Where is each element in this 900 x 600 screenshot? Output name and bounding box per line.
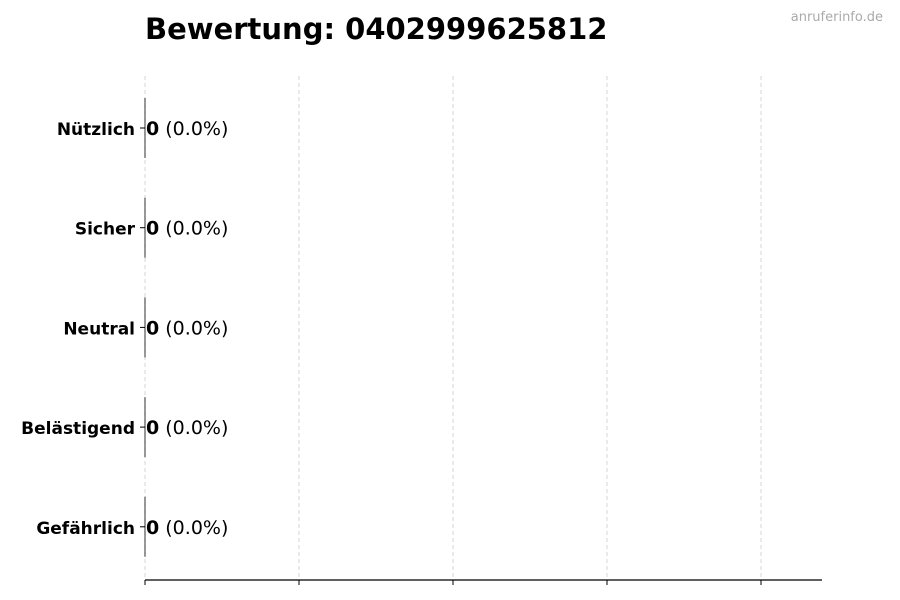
data-value: 0 [146, 218, 159, 240]
watermark: anruferinfo.de [790, 10, 883, 25]
data-label: 0 (0.0%) [146, 517, 228, 539]
data-label: 0 (0.0%) [146, 317, 228, 339]
data-value: 0 [146, 317, 159, 339]
data-percent: (0.0%) [159, 317, 228, 339]
data-value: 0 [146, 118, 159, 140]
y-tick-label: Gefährlich [36, 519, 135, 539]
y-tick-label: Neutral [63, 319, 135, 339]
data-percent: (0.0%) [159, 417, 228, 439]
data-label: 0 (0.0%) [146, 118, 228, 140]
data-percent: (0.0%) [159, 218, 228, 240]
y-tick-label: Nützlich [57, 120, 135, 140]
data-percent: (0.0%) [159, 118, 228, 140]
data-label: 0 (0.0%) [146, 218, 228, 240]
y-tick-label: Belästigend [21, 419, 135, 439]
chart-title: Bewertung: 0402999625812 [145, 12, 608, 46]
y-tick-label: Sicher [75, 220, 136, 240]
data-label: 0 (0.0%) [146, 417, 228, 439]
data-value: 0 [146, 517, 159, 539]
data-value: 0 [146, 417, 159, 439]
data-percent: (0.0%) [159, 517, 228, 539]
